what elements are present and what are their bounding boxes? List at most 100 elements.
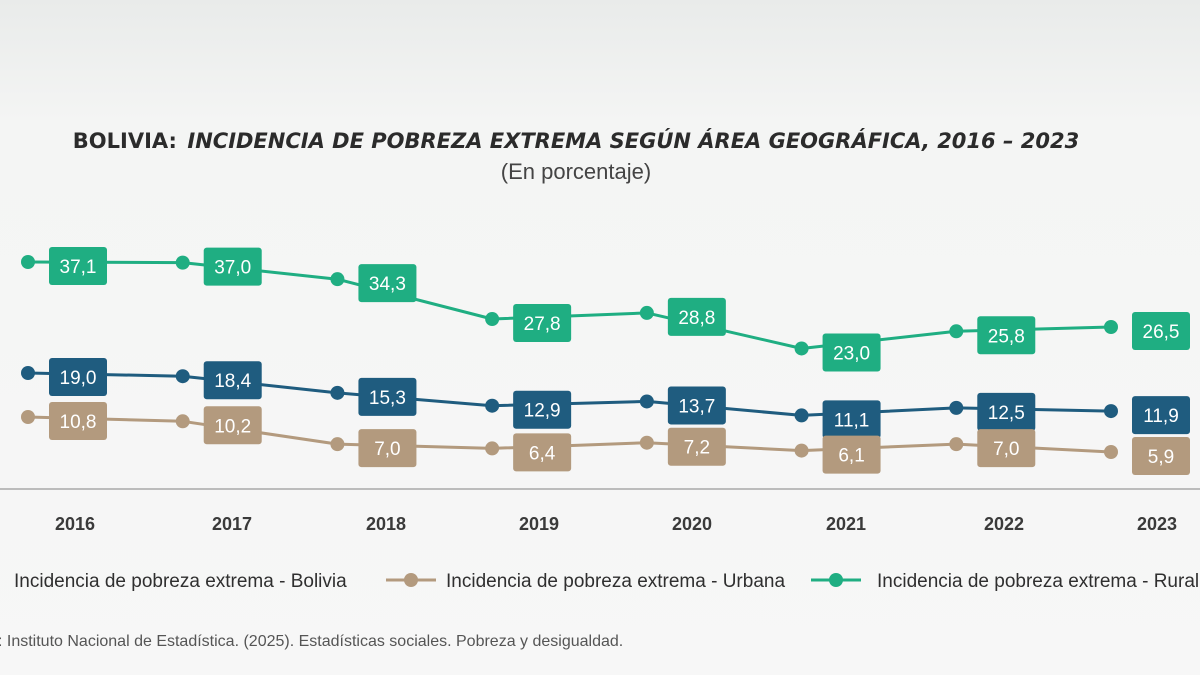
label-box-bolivia-2021 [822,400,881,439]
data-label-bolivia-2020: 13,7 [678,396,715,417]
point-urbana-2021 [794,443,809,458]
x-tick-2020: 2020 [672,514,712,534]
data-label-urbana-2021: 6,1 [838,446,864,467]
point-rural-2019 [485,312,500,327]
legend-item-bolivia: Incidencia de pobreza extrema - Bolivia [14,571,347,592]
data-label-urbana-2019: 6,4 [529,443,556,464]
data-label-bolivia-2017: 18,4 [214,371,251,392]
series-bolivia: 19,0 18,4 15,3 12,9 13,7 11,1 12,5 11,9 [21,358,1190,439]
point-bolivia-2022 [949,400,964,415]
label-box-bolivia-2020 [667,386,726,425]
data-label-urbana-2016: 10,8 [60,412,97,433]
label-box-rural-2018 [358,264,417,303]
label-box-rural-2019 [513,304,572,343]
x-tick-2022: 2022 [984,514,1024,534]
data-label-rural-2022: 25,8 [988,326,1025,347]
point-bolivia-2018 [330,385,345,400]
chart-title-prefix: BOLIVIA: [73,129,177,153]
data-label-urbana-2023: 5,9 [1148,447,1174,468]
data-label-urbana-2022: 7,0 [993,439,1019,460]
point-rural-2023 [1104,320,1118,335]
data-label-rural-2019: 27,8 [524,314,561,335]
point-rural-2017 [175,255,190,270]
data-label-urbana-2020: 7,2 [684,438,710,459]
plot-area: 37,1 37,0 34,3 27,8 28,8 23,0 25,8 26,5 19,0 18,4… [21,247,1190,475]
data-label-rural-2017: 37,0 [214,258,251,279]
data-label-rural-2016: 37,1 [60,257,97,278]
label-box-urbana-2020 [667,427,726,466]
legend-label-rural: Incidencia de pobreza extrema - Rural [877,571,1199,592]
legend-marker-rural [829,573,843,587]
data-label-bolivia-2018: 15,3 [369,388,406,409]
label-box-urbana-2018 [358,429,417,468]
label-box-rural-2017 [203,247,262,286]
label-box-rural-2023 [1132,312,1190,351]
label-box-urbana-2023 [1132,437,1190,475]
point-urbana-2018 [330,437,345,452]
data-label-rural-2023: 26,5 [1143,322,1180,343]
legend-label-urbana: Incidencia de pobreza extrema - Urbana [446,571,785,592]
data-label-rural-2021: 23,0 [833,343,870,364]
x-axis-ticks: 2016 2017 2018 2019 2020 2021 2022 2023 [55,514,1177,534]
data-label-bolivia-2022: 12,5 [988,403,1025,424]
chart-title-main: INCIDENCIA DE POBREZA EXTREMA SEGÚN ÁREA… [187,128,1079,153]
data-label-rural-2020: 28,8 [678,308,715,329]
point-bolivia-2019 [485,398,500,413]
point-rural-2020 [639,305,654,320]
data-label-bolivia-2016: 19,0 [60,368,97,389]
point-urbana-2019 [485,441,500,456]
label-box-urbana-2022 [977,429,1036,468]
label-box-bolivia-2018 [358,377,417,416]
point-bolivia-2023 [1104,404,1118,419]
data-label-rural-2018: 34,3 [369,274,406,295]
data-label-urbana-2018: 7,0 [374,439,400,460]
chart-title: BOLIVIA: INCIDENCIA DE POBREZA EXTREMA S… [73,128,1079,153]
point-urbana-2020 [639,435,654,450]
label-box-rural-2022 [977,316,1036,355]
source-note: : Instituto Nacional de Estadística. (20… [0,633,623,650]
x-tick-2021: 2021 [826,514,866,534]
label-box-bolivia-2016 [49,358,107,396]
x-tick-2016: 2016 [55,514,95,534]
label-box-bolivia-2019 [513,390,572,429]
label-box-urbana-2021 [822,435,881,474]
label-box-urbana-2019 [513,433,572,472]
legend: Incidencia de pobreza extrema - Bolivia I… [14,571,1199,592]
legend-label-bolivia: Incidencia de pobreza extrema - Bolivia [14,571,347,592]
point-bolivia-2017 [175,369,190,384]
data-label-bolivia-2023: 11,9 [1143,406,1179,427]
legend-item-rural: Incidencia de pobreza extrema - Rural [811,571,1199,592]
x-tick-2018: 2018 [366,514,406,534]
label-box-bolivia-2023 [1132,396,1190,435]
series-urbana: 10,8 10,2 7,0 6,4 7,2 6,1 7,0 5,9 [21,402,1190,475]
x-tick-2019: 2019 [519,514,559,534]
x-tick-2017: 2017 [212,514,252,534]
data-label-bolivia-2021: 11,1 [834,410,870,431]
point-urbana-2016 [21,410,35,424]
label-box-rural-2020 [667,297,726,336]
chart-subtitle: (En porcentaje) [501,159,651,184]
legend-marker-urbana [404,573,418,587]
point-bolivia-2021 [794,408,809,423]
point-bolivia-2016 [21,366,35,380]
series-rural: 37,1 37,0 34,3 27,8 28,8 23,0 25,8 26,5 [21,247,1190,372]
point-urbana-2017 [175,414,190,429]
label-box-urbana-2017 [203,406,262,445]
label-box-rural-2016 [49,247,107,285]
label-box-bolivia-2017 [203,361,262,400]
data-label-urbana-2017: 10,2 [214,416,251,437]
point-bolivia-2020 [639,394,654,409]
data-label-bolivia-2019: 12,9 [524,401,561,422]
point-rural-2016 [21,255,35,269]
point-urbana-2022 [949,437,964,452]
point-rural-2021 [794,341,809,356]
legend-item-urbana: Incidencia de pobreza extrema - Urbana [386,571,785,592]
point-rural-2018 [330,272,345,287]
label-box-bolivia-2022 [977,392,1036,431]
point-urbana-2023 [1104,445,1118,459]
point-rural-2022 [949,324,964,339]
x-tick-2023: 2023 [1137,514,1177,534]
label-box-rural-2021 [822,333,881,372]
label-box-urbana-2016 [49,402,107,440]
